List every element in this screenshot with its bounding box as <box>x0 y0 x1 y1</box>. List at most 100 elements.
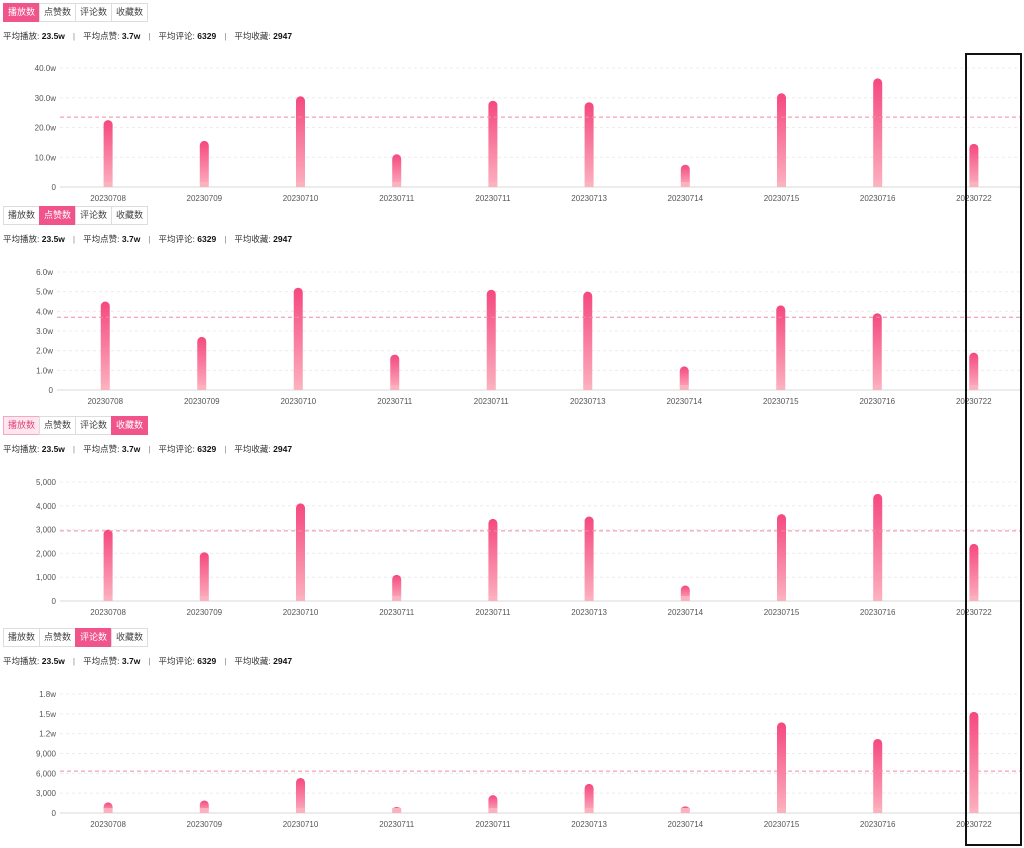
bar-base <box>777 182 786 187</box>
x-tick-label: 20230713 <box>570 397 606 406</box>
average-stats: 平均播放: 23.5w | 平均点赞: 3.7w | 平均评论: 6329 | 平均收藏: … <box>3 656 293 666</box>
chart-panel-3: 播放数 点赞数 评论数 收藏数 平均播放: 23.5w | 平均点赞: 3.7w | 平… <box>0 416 1024 626</box>
bar[interactable] <box>584 516 594 601</box>
bar-base <box>873 808 883 813</box>
bar[interactable] <box>969 143 979 187</box>
bar[interactable] <box>873 493 883 601</box>
bar[interactable] <box>584 102 594 187</box>
bar[interactable] <box>488 518 498 601</box>
bar[interactable] <box>296 777 305 813</box>
y-tick-label: 0 <box>52 597 57 606</box>
bar-base <box>296 808 305 813</box>
bar[interactable] <box>103 120 113 187</box>
x-tick-label: 20230711 <box>377 397 413 406</box>
bar[interactable] <box>969 711 979 813</box>
average-stats: 平均播放: 23.5w | 平均点赞: 3.7w | 平均评论: 6329 | 平均收藏: … <box>3 444 293 454</box>
x-tick-label: 20230716 <box>859 397 895 406</box>
bar-base <box>296 182 305 187</box>
bar[interactable] <box>873 78 883 187</box>
bar[interactable] <box>392 574 402 601</box>
tab-favorites[interactable]: 收藏数 <box>111 628 149 647</box>
y-tick-label: 6.0w <box>36 268 53 277</box>
bar[interactable] <box>584 783 594 813</box>
bar[interactable] <box>583 291 593 390</box>
bar-base <box>199 596 209 601</box>
metric-tabs: 播放数 点赞数 评论数 收藏数 <box>3 416 149 435</box>
bar[interactable] <box>392 154 402 187</box>
x-tick-label: 20230714 <box>668 194 704 203</box>
x-tick-label: 20230722 <box>956 194 992 203</box>
bar-base <box>488 182 498 187</box>
bar[interactable] <box>197 336 207 390</box>
bar-base <box>584 182 594 187</box>
bar[interactable] <box>488 100 498 187</box>
metric-tabs: 播放数 点赞数 评论数 收藏数 <box>3 3 149 22</box>
bar-base <box>583 385 593 390</box>
x-tick-label: 20230709 <box>184 397 220 406</box>
x-tick-label: 20230716 <box>860 194 896 203</box>
bar-base <box>679 385 689 390</box>
bar-chart-likes: 0 1.0w 2.0w 3.0w 4.0w 5.0w 6.0w 20230708 2023070… <box>36 268 1022 406</box>
y-tick-label: 1,000 <box>36 573 57 582</box>
bar-base <box>680 808 690 813</box>
x-tick-label: 20230711 <box>379 194 415 203</box>
bar-base <box>392 596 402 601</box>
bar-base <box>293 385 303 390</box>
bar-base <box>100 385 110 390</box>
y-tick-label: 4.0w <box>36 307 53 316</box>
bar[interactable] <box>873 738 883 813</box>
bar[interactable] <box>777 722 786 813</box>
bar[interactable] <box>969 352 979 390</box>
bar[interactable] <box>679 366 689 390</box>
bar[interactable] <box>199 140 209 187</box>
average-stats: 平均播放: 23.5w | 平均点赞: 3.7w | 平均评论: 6329 | 平均收藏: … <box>3 31 293 41</box>
metric-tabs: 播放数 点赞数 评论数 收藏数 <box>3 206 149 225</box>
bar[interactable] <box>103 529 113 601</box>
x-tick-label: 20230715 <box>764 820 800 829</box>
bar[interactable] <box>100 301 110 391</box>
bar-base <box>969 596 979 601</box>
bar[interactable] <box>969 543 979 601</box>
bar[interactable] <box>777 93 786 187</box>
bar-base <box>488 596 498 601</box>
y-tick-label: 2,000 <box>36 549 57 558</box>
bar-base <box>873 182 883 187</box>
bar[interactable] <box>199 552 209 601</box>
bar-base <box>488 808 498 813</box>
bar-base <box>103 596 113 601</box>
x-tick-label: 20230710 <box>283 608 319 617</box>
tab-favorites[interactable]: 收藏数 <box>111 3 149 22</box>
x-tick-label: 20230714 <box>666 397 702 406</box>
y-tick-label: 1.0w <box>36 366 53 375</box>
tab-comments[interactable]: 评论数 <box>75 206 113 225</box>
bar-base <box>199 808 209 813</box>
bar[interactable] <box>776 305 786 390</box>
x-tick-label: 20230722 <box>956 608 992 617</box>
x-tick-label: 20230709 <box>187 608 223 617</box>
tab-favorites[interactable]: 收藏数 <box>111 206 149 225</box>
bar[interactable] <box>872 313 882 390</box>
x-tick-label: 20230713 <box>571 608 607 617</box>
tab-favorites[interactable]: 收藏数 <box>111 416 149 435</box>
bar[interactable] <box>390 354 400 390</box>
bar[interactable] <box>777 514 786 601</box>
bar[interactable] <box>293 287 303 390</box>
chart-panel-1: 播放数 点赞数 评论数 收藏数 平均播放: 23.5w | 平均点赞: 3.7w | 平… <box>0 3 1024 208</box>
y-tick-label: 0 <box>52 183 57 192</box>
bar[interactable] <box>680 164 690 187</box>
bar[interactable] <box>486 289 496 390</box>
x-tick-label: 20230722 <box>956 397 992 406</box>
bar-base <box>873 596 883 601</box>
x-tick-label: 20230708 <box>90 820 126 829</box>
bar-base <box>199 182 209 187</box>
bar-base <box>680 182 690 187</box>
bar-chart-favorites: 0 1,000 2,000 3,000 4,000 5,000 20230708 202307… <box>36 478 1022 617</box>
bar-base <box>969 808 979 813</box>
bar[interactable] <box>296 503 305 601</box>
y-tick-label: 10.0w <box>35 153 57 162</box>
bar-base <box>584 596 594 601</box>
bar[interactable] <box>296 96 305 187</box>
x-tick-label: 20230711 <box>379 608 415 617</box>
bar-base <box>392 808 402 813</box>
x-tick-label: 20230708 <box>90 194 126 203</box>
